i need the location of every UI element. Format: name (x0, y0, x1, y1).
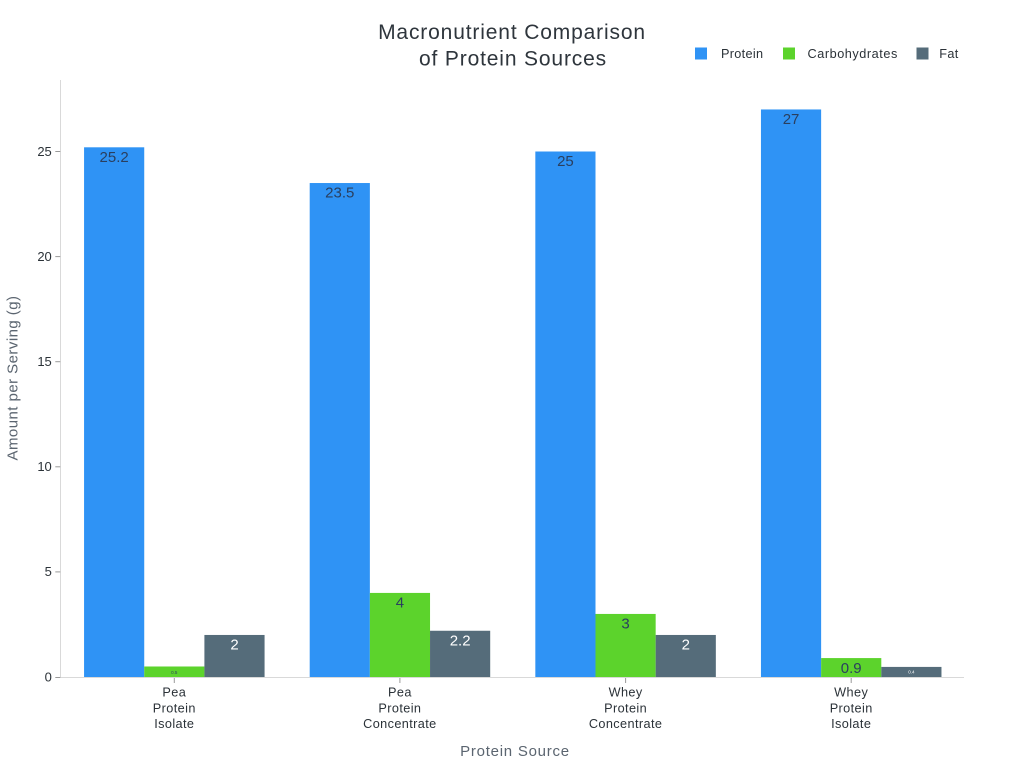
svg-text:Carbohydrates: Carbohydrates (808, 47, 898, 61)
svg-text:25.2: 25.2 (100, 149, 129, 166)
svg-text:25: 25 (557, 153, 574, 170)
svg-text:Protein: Protein (378, 701, 421, 715)
svg-text:3: 3 (621, 616, 629, 633)
svg-text:20: 20 (37, 249, 51, 264)
svg-text:2: 2 (230, 637, 238, 654)
svg-text:25: 25 (37, 144, 51, 159)
svg-text:5: 5 (45, 564, 52, 579)
svg-text:Fat: Fat (939, 47, 958, 61)
svg-text:Whey: Whey (609, 686, 643, 700)
svg-text:0: 0 (45, 669, 52, 684)
svg-text:Isolate: Isolate (831, 717, 871, 731)
svg-text:Protein: Protein (153, 701, 196, 715)
svg-text:2: 2 (682, 637, 690, 654)
svg-text:Concentrate: Concentrate (363, 717, 437, 731)
svg-text:Pea: Pea (388, 686, 412, 700)
svg-text:4: 4 (396, 595, 404, 612)
svg-text:10: 10 (37, 459, 51, 474)
svg-text:Protein: Protein (721, 47, 763, 61)
svg-text:Protein: Protein (604, 701, 647, 715)
svg-text:Whey: Whey (834, 686, 868, 700)
svg-text:Protein: Protein (830, 701, 873, 715)
svg-text:2.2: 2.2 (450, 633, 471, 650)
svg-text:0.9: 0.9 (841, 660, 862, 677)
svg-text:Amount per Serving (g): Amount per Serving (g) (4, 296, 21, 461)
svg-text:15: 15 (37, 354, 51, 369)
svg-text:Protein Source: Protein Source (460, 743, 570, 760)
svg-text:of Protein Sources: of Protein Sources (419, 48, 607, 71)
svg-text:Isolate: Isolate (154, 717, 194, 731)
svg-text:Concentrate: Concentrate (589, 717, 663, 731)
svg-text:27: 27 (783, 111, 800, 128)
svg-text:23.5: 23.5 (325, 185, 354, 202)
svg-text:0.5: 0.5 (171, 670, 178, 675)
svg-text:Macronutrient Comparison: Macronutrient Comparison (378, 21, 646, 44)
svg-text:0.4: 0.4 (908, 670, 915, 675)
svg-text:Pea: Pea (162, 686, 186, 700)
